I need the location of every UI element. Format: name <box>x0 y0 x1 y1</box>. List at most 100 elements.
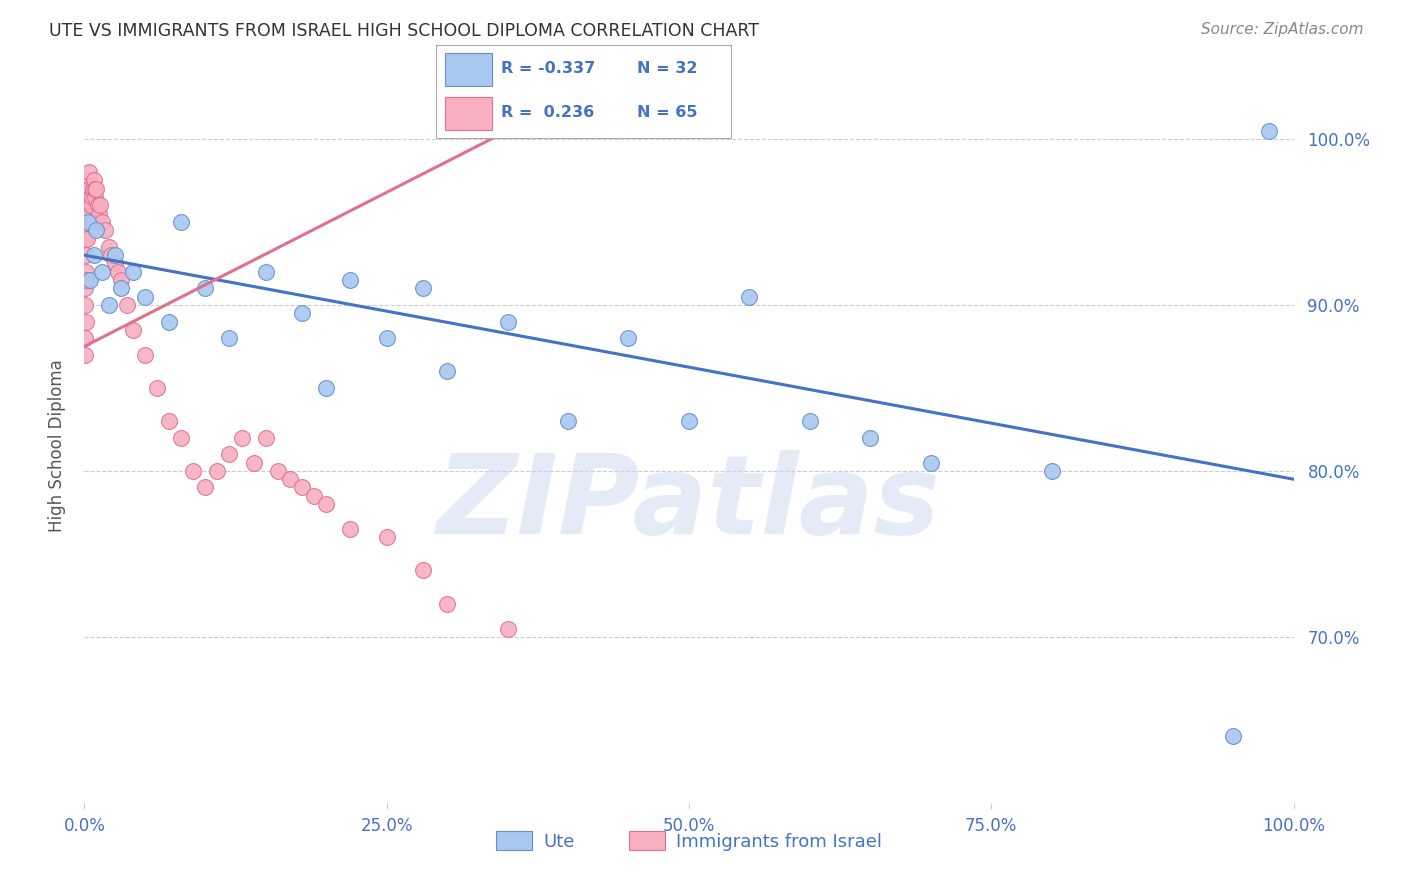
Point <box>75 231 97 245</box>
Y-axis label: High School Diploma: High School Diploma <box>48 359 66 533</box>
Point <box>75 298 97 312</box>
Point <box>84 182 107 196</box>
Point <box>75 273 97 287</box>
Point <box>80 198 103 212</box>
Point <box>157 314 180 328</box>
Point <box>181 464 204 478</box>
Point <box>436 364 458 378</box>
Point <box>86 182 108 196</box>
Point <box>315 381 337 395</box>
Point <box>194 481 217 495</box>
Legend: Ute, Immigrants from Israel: Ute, Immigrants from Israel <box>489 824 889 858</box>
Point <box>75 281 97 295</box>
Point <box>242 456 264 470</box>
Point <box>110 273 132 287</box>
Point <box>278 472 301 486</box>
Point <box>121 265 143 279</box>
Text: R =  0.236: R = 0.236 <box>501 105 595 120</box>
Text: ZIPatlas: ZIPatlas <box>437 450 941 557</box>
Point <box>496 622 519 636</box>
Point <box>291 306 314 320</box>
Point <box>73 348 96 362</box>
Point <box>231 431 253 445</box>
Point <box>77 165 100 179</box>
Point <box>75 314 97 328</box>
Text: N = 65: N = 65 <box>637 105 697 120</box>
Point <box>107 265 129 279</box>
Point <box>83 173 105 187</box>
Point <box>82 190 104 204</box>
Point <box>76 215 98 229</box>
Point <box>339 522 361 536</box>
Point <box>315 497 337 511</box>
Point <box>79 273 101 287</box>
Point <box>89 198 111 212</box>
Point <box>557 414 579 428</box>
Point <box>77 182 100 196</box>
Point <box>115 298 138 312</box>
Text: UTE VS IMMIGRANTS FROM ISRAEL HIGH SCHOOL DIPLOMA CORRELATION CHART: UTE VS IMMIGRANTS FROM ISRAEL HIGH SCHOO… <box>49 22 759 40</box>
Point <box>170 215 193 229</box>
Text: N = 32: N = 32 <box>637 62 697 77</box>
Point <box>194 281 217 295</box>
Point <box>678 414 700 428</box>
Point <box>77 173 100 187</box>
Point <box>207 464 229 478</box>
Point <box>375 530 398 544</box>
Point <box>97 240 120 254</box>
Point <box>100 248 122 262</box>
Point <box>77 215 100 229</box>
Point <box>134 348 156 362</box>
Point <box>76 198 98 212</box>
Point <box>76 231 98 245</box>
Point <box>1040 464 1063 478</box>
Point <box>79 182 101 196</box>
Point <box>1222 730 1244 744</box>
Point <box>254 265 277 279</box>
Point <box>91 265 114 279</box>
Point <box>104 248 127 262</box>
Point <box>339 273 361 287</box>
Point <box>170 431 193 445</box>
Point <box>157 414 180 428</box>
Point <box>75 331 97 345</box>
Point <box>86 198 108 212</box>
Point <box>920 456 942 470</box>
Point <box>267 464 290 478</box>
Point <box>617 331 640 345</box>
FancyBboxPatch shape <box>444 97 492 130</box>
Point <box>83 248 105 262</box>
Point <box>79 207 101 221</box>
Point <box>302 489 325 503</box>
Point <box>104 256 127 270</box>
Text: Source: ZipAtlas.com: Source: ZipAtlas.com <box>1201 22 1364 37</box>
Point <box>436 597 458 611</box>
Point <box>110 281 132 295</box>
Point <box>83 190 105 204</box>
Point <box>496 314 519 328</box>
Point <box>134 290 156 304</box>
Point <box>82 182 104 196</box>
Point <box>121 323 143 337</box>
Point <box>79 190 101 204</box>
Point <box>76 198 98 212</box>
Point <box>77 182 100 196</box>
Point <box>75 248 97 262</box>
Point <box>146 381 169 395</box>
Text: R = -0.337: R = -0.337 <box>501 62 595 77</box>
Point <box>91 215 114 229</box>
Point <box>859 431 882 445</box>
Point <box>1258 124 1281 138</box>
Point <box>375 331 398 345</box>
Point <box>87 207 110 221</box>
Point <box>86 223 108 237</box>
Point <box>218 447 240 461</box>
Point <box>77 190 100 204</box>
Point <box>97 298 120 312</box>
Point <box>76 207 98 221</box>
Point <box>799 414 821 428</box>
Point <box>80 215 103 229</box>
Point <box>412 281 434 295</box>
Point <box>738 290 761 304</box>
Point <box>75 265 97 279</box>
